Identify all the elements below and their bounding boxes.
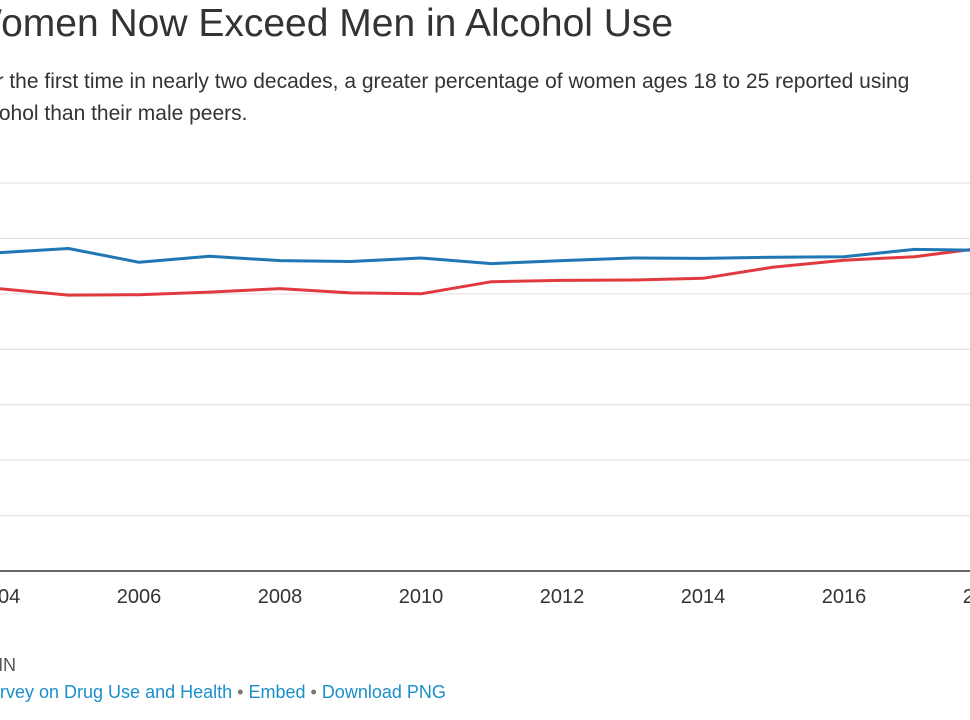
x-tick-label: 2006 xyxy=(117,586,162,608)
source-label: Survey on Drug Use and Health xyxy=(0,682,233,702)
separator: • xyxy=(305,682,322,702)
series-lines xyxy=(0,247,970,297)
series-line-women xyxy=(0,248,970,297)
subtitle-line-1: For the first time in nearly two decades… xyxy=(0,70,910,93)
x-tick-label: 2008 xyxy=(258,586,303,608)
x-tick-label: 2004 xyxy=(0,586,20,608)
x-tick-label: 2014 xyxy=(681,586,726,608)
download-png-link[interactable]: Download PNG xyxy=(321,682,446,702)
x-axis: 200220042006200820102012201420162018 xyxy=(0,570,970,608)
chart-footer: KHN Survey on Drug Use and Health • Embe… xyxy=(0,652,446,706)
x-tick-label: 2012 xyxy=(540,586,585,608)
credit-label: KHN xyxy=(0,655,17,675)
gridlines xyxy=(0,182,970,517)
separator: • xyxy=(232,682,249,702)
x-tick-label: 2018 xyxy=(963,586,970,608)
embed-link[interactable]: Embed xyxy=(248,682,306,702)
x-tick-label: 2010 xyxy=(399,586,444,608)
footer-links: Survey on Drug Use and Health • Embed • … xyxy=(0,679,446,706)
subtitle-line-2: alcohol than their male peers. xyxy=(0,102,248,125)
line-chart: 200220042006200820102012201420162018 xyxy=(0,182,970,608)
chart-subtitle: For the first time in nearly two decades… xyxy=(0,66,909,130)
series-line-men xyxy=(0,247,970,266)
chart-title: Women Now Exceed Men in Alcohol Use xyxy=(0,2,674,45)
x-tick-label: 2016 xyxy=(822,586,867,608)
